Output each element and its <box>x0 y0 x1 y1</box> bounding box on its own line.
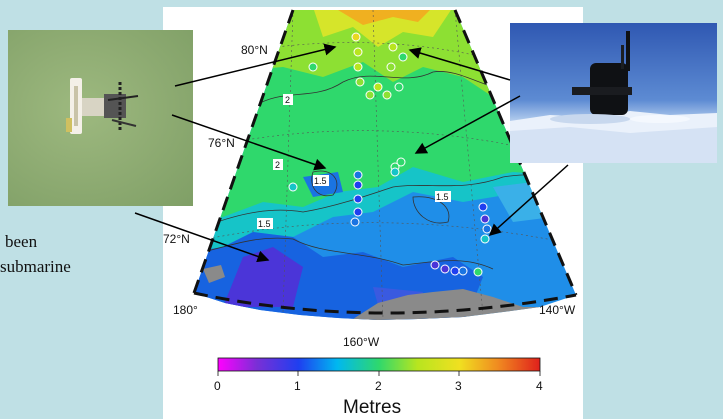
contour-label: 1.5 <box>314 176 327 186</box>
contour-label: 1.5 <box>436 192 449 202</box>
colorbar-units-label: Metres <box>343 397 401 418</box>
contour-label: 2 <box>285 95 290 105</box>
longitude-label-160w: 160°W <box>343 335 380 349</box>
slide-caption-line-1: been <box>5 232 38 251</box>
colorbar-tick-4: 4 <box>536 379 543 393</box>
aerial-ice-photo <box>8 30 193 206</box>
slide-caption-line-2: submarine <box>0 257 71 276</box>
latitude-label-72n: 72°N <box>163 232 190 246</box>
colorbar-tick-3: 3 <box>455 379 462 393</box>
colorbar-tick-2: 2 <box>375 379 382 393</box>
contour-label: 1.5 <box>258 219 271 229</box>
colorbar-tick-0: 0 <box>214 379 221 393</box>
longitude-label-140w: 140°W <box>539 303 576 317</box>
submarine-photo <box>510 23 717 163</box>
latitude-label-76n: 76°N <box>208 136 235 150</box>
colorbar <box>217 357 541 372</box>
colorbar-tick-1: 1 <box>294 379 301 393</box>
contour-label: 2 <box>275 160 280 170</box>
latitude-label-80n: 80°N <box>241 43 268 57</box>
longitude-label-180: 180° <box>173 303 198 317</box>
